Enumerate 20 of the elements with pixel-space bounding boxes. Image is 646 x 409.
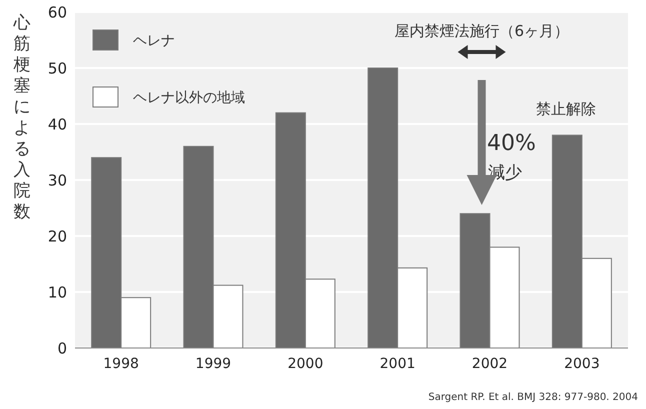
x-tick-label: 2003	[564, 356, 600, 372]
annotation: 禁止解除	[536, 100, 596, 118]
text: Sargent RP. Et al. BMJ 328: 977-980. 2004	[428, 392, 638, 403]
y-tick-label: 50	[48, 59, 67, 78]
y-tick-label: 40	[48, 115, 67, 134]
y-tick-label: 20	[48, 227, 67, 246]
annotation: 屋内禁煙法施行（6ヶ月）	[394, 22, 570, 40]
x-tick-label: 1998	[103, 356, 139, 372]
y-tick-label: 10	[48, 283, 67, 302]
legend-label: ヘレナ以外の地域	[133, 90, 245, 106]
y-tick-label: 60	[48, 3, 67, 22]
x-tick-label: 1999	[195, 356, 232, 372]
y-tick-label: 30	[48, 171, 67, 190]
text: 心筋梗塞による入院数	[14, 13, 30, 222]
y-tick-label: 0	[57, 339, 67, 358]
x-tick-label: 2000	[288, 356, 324, 372]
x-tick-label: 2002	[472, 356, 508, 372]
x-tick-label: 2001	[380, 356, 416, 372]
annotation: 40%	[487, 131, 536, 156]
legend-label: ヘレナ	[133, 32, 175, 49]
